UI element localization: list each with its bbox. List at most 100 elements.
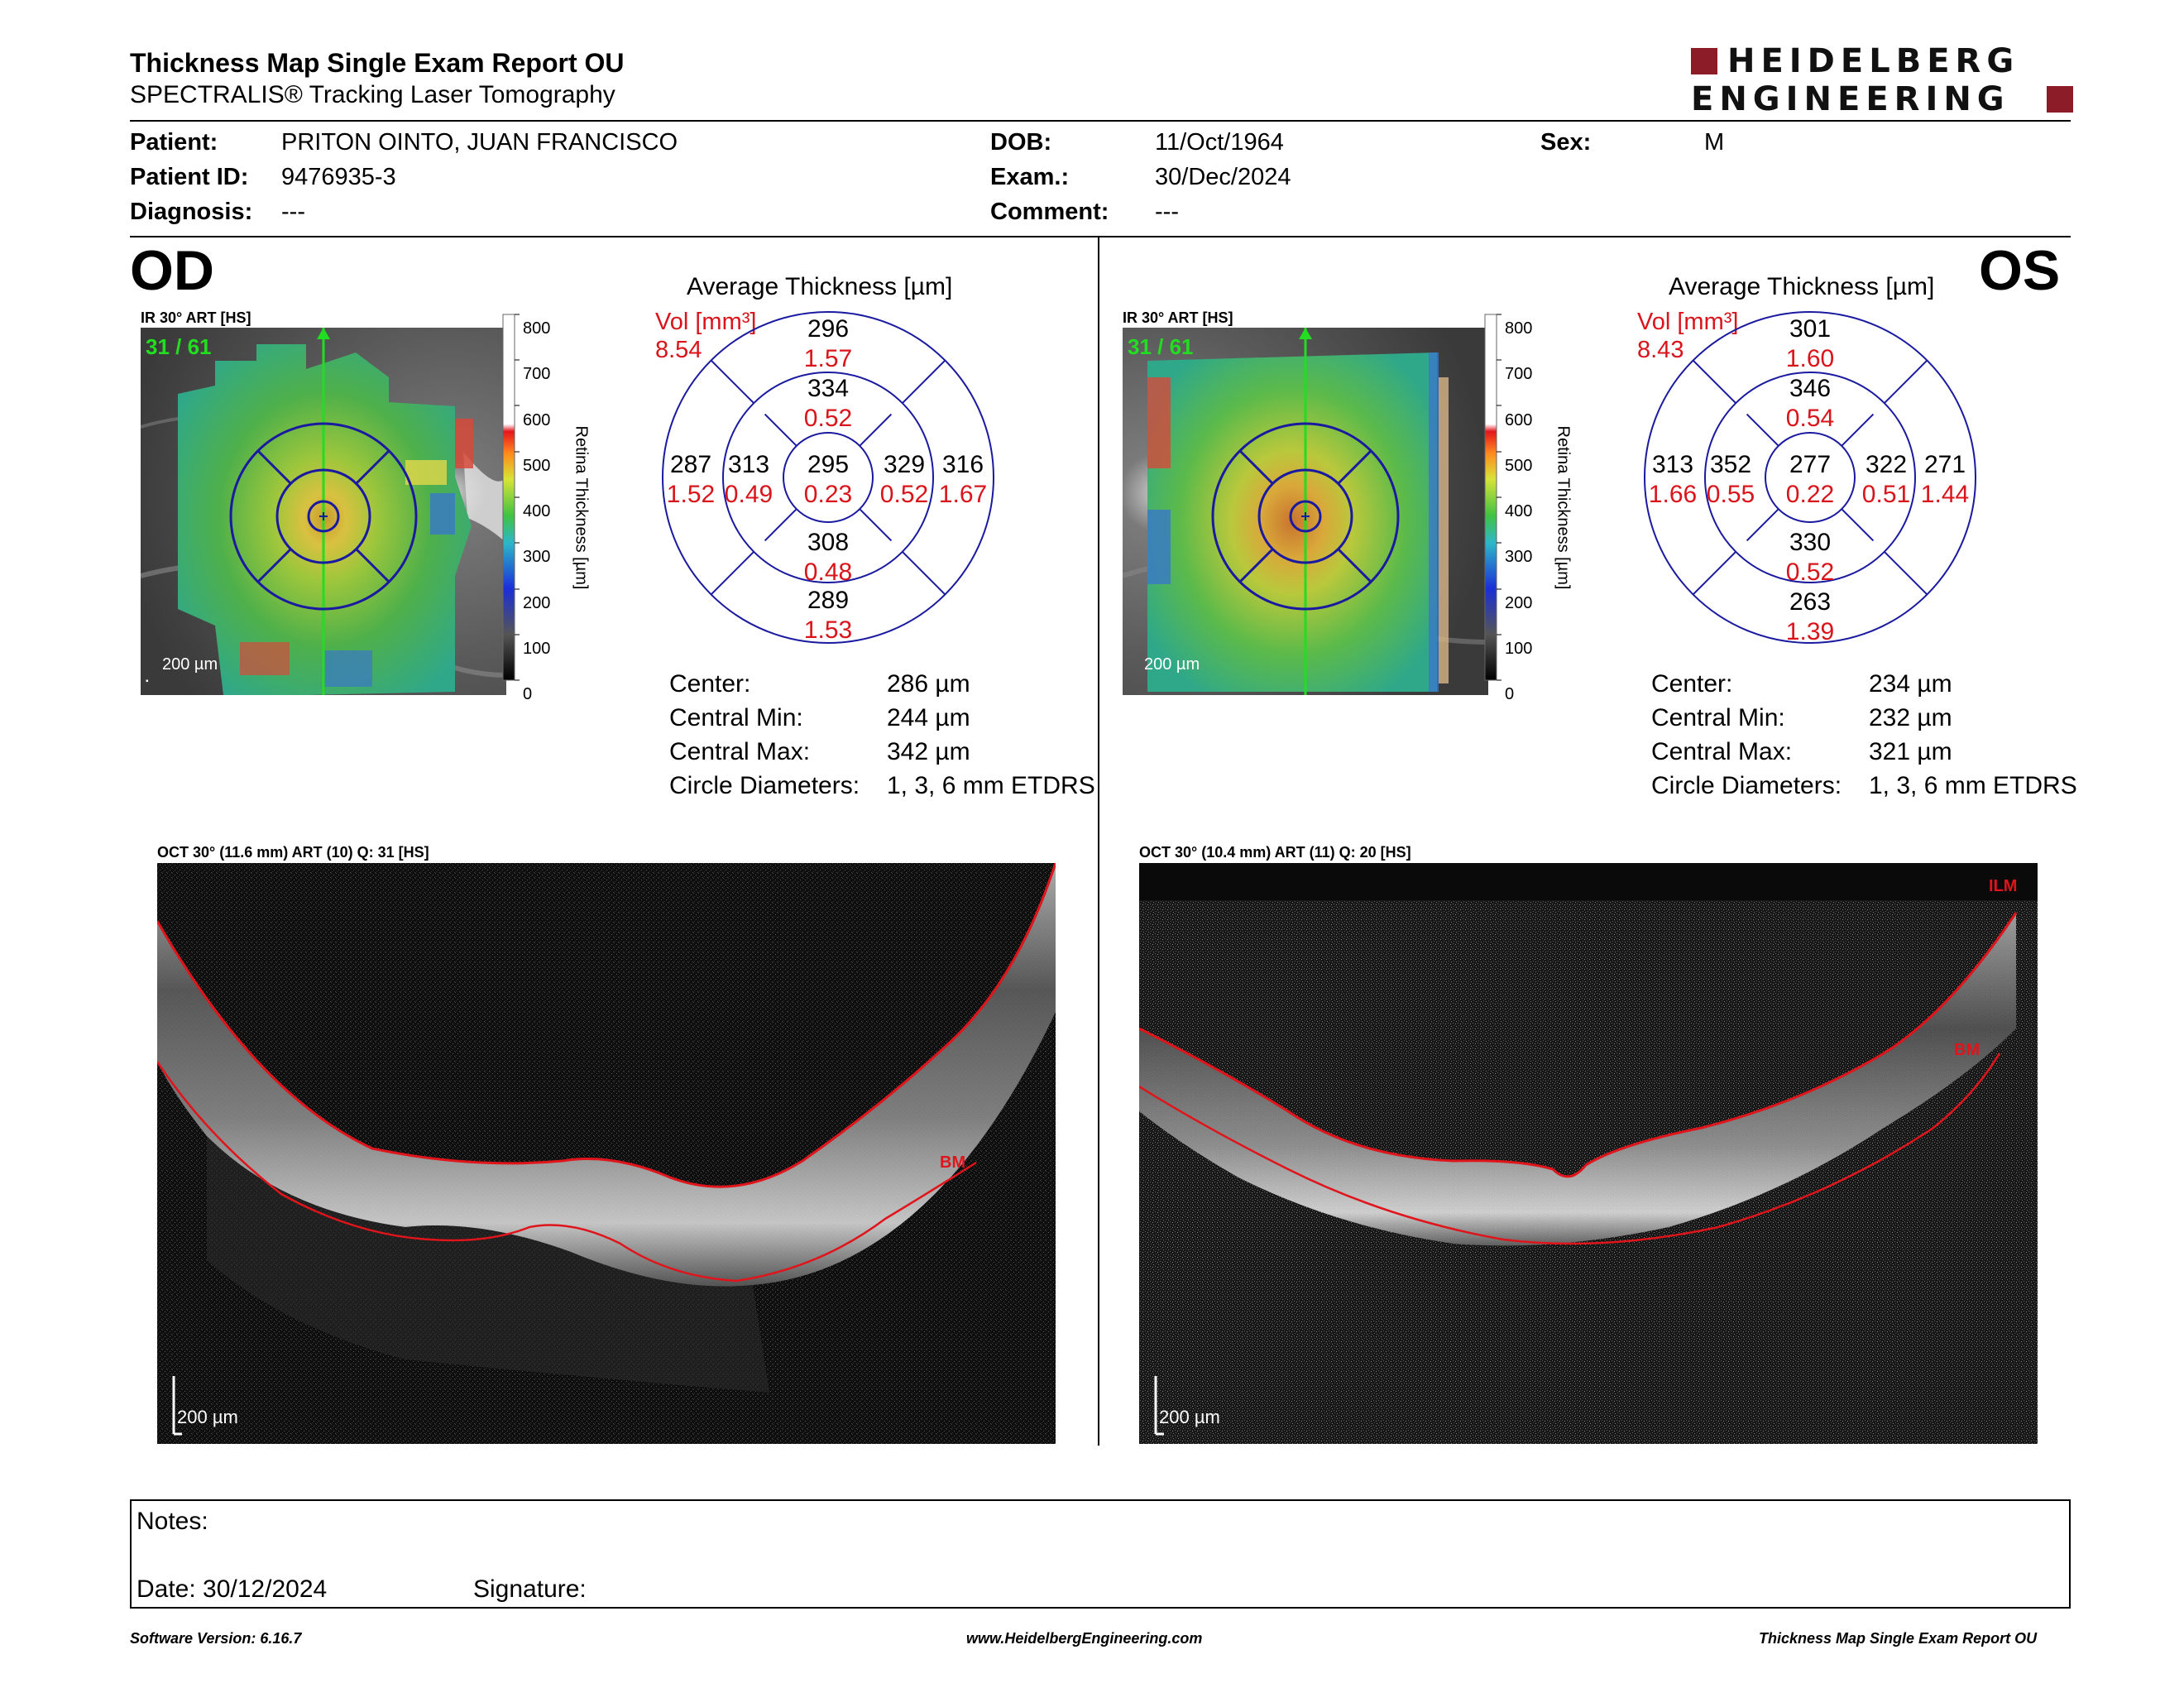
os-center: 277 0.22 xyxy=(1765,450,1856,510)
volume-value: 1.57 xyxy=(803,345,853,372)
thickness-value: 271 xyxy=(1923,451,1966,478)
thickness-value: 308 xyxy=(807,529,850,556)
colorbar-tick: 100 xyxy=(523,640,551,659)
notes-box[interactable]: Notes: Date: 30/12/2024 Signature: xyxy=(130,1499,2071,1609)
od-ir-label: IR 30° ART [HS] xyxy=(141,309,251,326)
os-etdrs-grid xyxy=(1644,311,1976,644)
colorbar-tick: 0 xyxy=(523,685,533,704)
header-divider xyxy=(130,120,2071,122)
volume-value: 0.55 xyxy=(1706,481,1755,508)
colorbar-tick: 500 xyxy=(1505,456,1533,475)
colorbar-tick: 700 xyxy=(1505,365,1533,384)
colorbar-tick: 100 xyxy=(1505,640,1533,659)
volume-value: 0.23 xyxy=(803,481,853,508)
os-scale-bar-label: 200 µm xyxy=(1144,655,1200,674)
volume-value: 0.52 xyxy=(803,405,853,432)
website-link[interactable]: www.HeidelbergEngineering.com xyxy=(966,1630,1203,1647)
os-bm-label: BM xyxy=(1954,1041,1980,1059)
od-diam-label: Circle Diameters: xyxy=(669,772,860,799)
os-max-value: 321 µm xyxy=(1869,738,1952,765)
od-max-value: 342 µm xyxy=(887,738,970,765)
od-inner-superior: 334 0.52 xyxy=(783,374,874,434)
volume-value: 1.39 xyxy=(1785,618,1835,645)
os-oct-bscan xyxy=(1139,863,2038,1444)
volume-value: 0.22 xyxy=(1785,481,1835,508)
od-outer-right: 316 1.67 xyxy=(933,450,993,510)
od-diam-value: 1, 3, 6 mm ETDRS xyxy=(887,772,1095,799)
colorbar-tick: 400 xyxy=(1505,502,1533,521)
diagnosis-value: --- xyxy=(281,199,305,225)
volume-value: 1.60 xyxy=(1785,345,1835,372)
os-diam-label: Circle Diameters: xyxy=(1651,772,1842,799)
os-inner-superior: 346 0.54 xyxy=(1765,374,1856,434)
volume-value: 1.44 xyxy=(1920,481,1970,508)
thickness-value: 295 xyxy=(807,451,850,478)
thickness-value: 352 xyxy=(1709,451,1752,478)
thickness-value: 277 xyxy=(1789,451,1832,478)
od-center-value: 286 µm xyxy=(887,670,970,698)
os-outer-inferior: 263 1.39 xyxy=(1765,587,1856,647)
volume-value: 1.52 xyxy=(666,481,716,508)
report-subtitle: SPECTRALIS® Tracking Laser Tomography xyxy=(130,81,615,108)
thickness-value: 322 xyxy=(1865,451,1908,478)
colorbar-tick: 800 xyxy=(1505,319,1533,338)
colorbar-tick: 400 xyxy=(523,502,551,521)
thickness-value: 334 xyxy=(807,375,850,402)
od-min-label: Central Min: xyxy=(669,704,803,731)
dob-label: DOB: xyxy=(990,129,1052,156)
os-center-value: 234 µm xyxy=(1869,670,1952,698)
thickness-value: 289 xyxy=(807,587,850,614)
od-outer-left: 287 1.52 xyxy=(662,450,720,510)
logo-text-line2: ENGINEERING xyxy=(1691,80,2010,118)
os-inner-right: 322 0.51 xyxy=(1857,450,1915,510)
os-outer-left: 313 1.66 xyxy=(1644,450,1702,510)
od-avg-title: Average Thickness [µm] xyxy=(687,273,953,300)
od-inner-left: 313 0.49 xyxy=(720,450,778,510)
exam-value: 30/Dec/2024 xyxy=(1155,164,1291,190)
footer-report-name: Thickness Map Single Exam Report OU xyxy=(1759,1630,2038,1647)
od-oct-bscan xyxy=(157,863,1056,1444)
thickness-value: 301 xyxy=(1789,315,1832,343)
os-colorbar-title: Retina Thickness [µm] xyxy=(1554,425,1573,590)
od-colorbar xyxy=(502,314,520,681)
od-thickness-map: ▪ xyxy=(141,328,506,695)
colorbar-tick: 600 xyxy=(523,410,551,429)
logo-text-line1: HEIDELBERG xyxy=(1727,42,2020,80)
volume-value: 1.66 xyxy=(1648,481,1698,508)
colorbar-tick: 500 xyxy=(523,456,551,475)
os-min-value: 232 µm xyxy=(1869,704,1952,731)
od-colorbar-title: Retina Thickness [µm] xyxy=(572,425,591,590)
colorbar-tick: 200 xyxy=(1505,593,1533,612)
volume-value: 1.53 xyxy=(803,616,853,644)
comment-label: Comment: xyxy=(990,199,1109,225)
volume-value: 1.67 xyxy=(938,481,988,508)
signature-label: Signature: xyxy=(473,1575,587,1603)
logo-square-icon xyxy=(1691,48,1717,74)
os-diam-value: 1, 3, 6 mm ETDRS xyxy=(1869,772,2077,799)
od-vol-value: 8.54 xyxy=(655,337,702,363)
os-max-label: Central Max: xyxy=(1651,738,1793,765)
os-frame-counter: 31 / 61 xyxy=(1128,334,1194,359)
os-outer-superior: 301 1.60 xyxy=(1765,314,1856,374)
od-oct-label: OCT 30° (11.6 mm) ART (10) Q: 31 [HS] xyxy=(157,844,429,861)
thickness-value: 330 xyxy=(1789,529,1832,556)
thickness-value: 346 xyxy=(1789,375,1832,402)
eye-divider xyxy=(1098,237,1099,1446)
od-vol-label: Vol [mm³] xyxy=(655,309,757,335)
thickness-value: 313 xyxy=(1651,451,1694,478)
volume-value: 0.51 xyxy=(1861,481,1911,508)
colorbar-tick: 200 xyxy=(523,593,551,612)
os-outer-right: 271 1.44 xyxy=(1915,450,1975,510)
os-avg-title: Average Thickness [µm] xyxy=(1669,273,1935,300)
heidelberg-logo: HEIDELBERG ENGINEERING xyxy=(1691,45,2073,116)
thickness-value: 287 xyxy=(669,451,712,478)
date-label: Date: 30/12/2024 xyxy=(136,1575,328,1603)
os-oct-scale-label: 200 µm xyxy=(1159,1407,1220,1427)
od-etdrs-grid xyxy=(662,311,994,644)
dob-value: 11/Oct/1964 xyxy=(1155,129,1284,156)
os-colorbar-ticks: 800 700 600 500 400 300 200 100 0 xyxy=(1505,306,1532,718)
sex-label: Sex: xyxy=(1540,129,1592,156)
diagnosis-label: Diagnosis: xyxy=(130,199,253,225)
colorbar-tick: 600 xyxy=(1505,410,1533,429)
comment-value: --- xyxy=(1155,199,1179,225)
